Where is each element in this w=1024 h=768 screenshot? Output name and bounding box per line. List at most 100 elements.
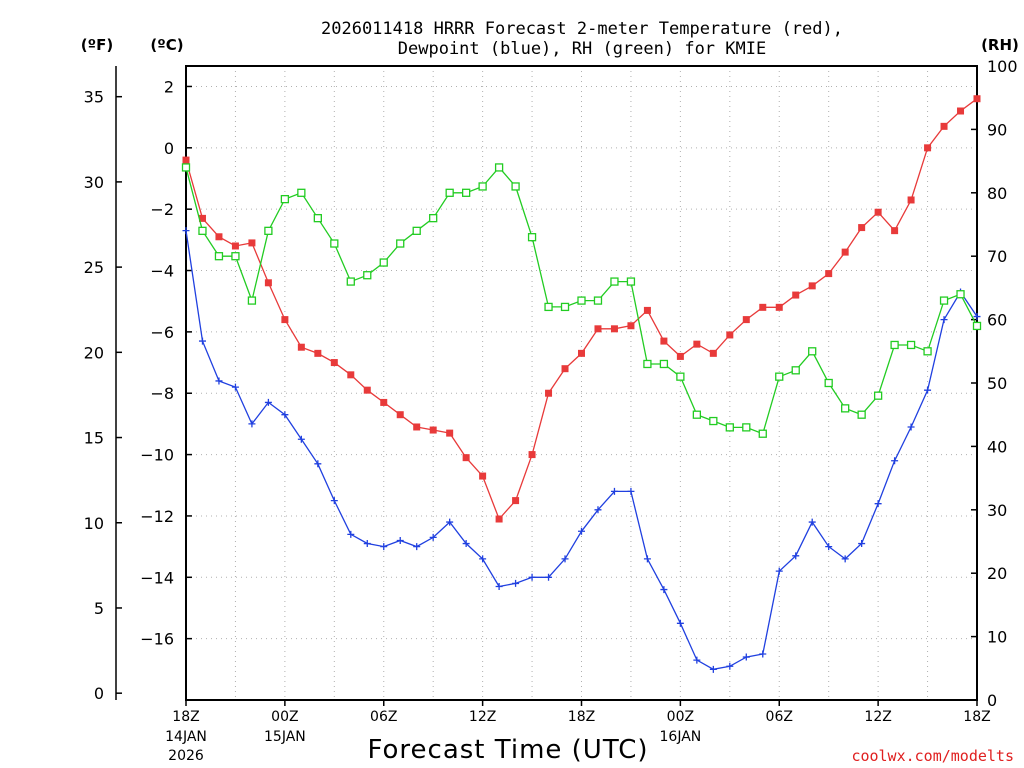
temperature-point [610, 325, 618, 333]
dewpoint-point [676, 619, 684, 627]
dewpoint-point [924, 386, 932, 394]
rh-point [972, 321, 982, 331]
dewpoint-point [512, 579, 520, 587]
temperature-point [759, 303, 767, 311]
fahrenheit-tick-label: 5 [94, 599, 104, 618]
temperature-point [742, 316, 750, 324]
temperature-point [479, 472, 487, 480]
dewpoint-point [479, 555, 487, 563]
temperature-point [660, 337, 668, 345]
dewpoint-point [709, 665, 717, 673]
series-temperature [182, 95, 981, 523]
celsius-tick-label: −14 [140, 568, 174, 587]
temperature-point [248, 239, 256, 247]
rh-point [330, 239, 339, 248]
rh-point [181, 163, 191, 172]
rh-point [280, 194, 290, 204]
temperature-point [957, 107, 965, 115]
rh-point [923, 347, 932, 356]
dewpoint-point [330, 497, 338, 505]
temperature-point [281, 316, 289, 324]
dewpoint-point [858, 540, 866, 548]
x-tick-label: 06Z [370, 709, 397, 725]
data-series [181, 95, 982, 673]
rh-unit-label: (RH) [981, 36, 1019, 54]
temperature-point [330, 359, 338, 367]
fahrenheit-tick-label: 0 [94, 684, 104, 703]
x-tick-year-label: 2026 [168, 748, 204, 764]
x-tick-label: 18Z [963, 709, 990, 725]
grid-lines [186, 66, 977, 700]
rh-point [379, 258, 388, 267]
dewpoint-point [907, 423, 915, 431]
dewpoint-point [610, 487, 618, 495]
rh-point [775, 372, 784, 381]
rh-point [412, 226, 421, 235]
series-rh [181, 163, 982, 438]
temperature-point [940, 122, 948, 130]
temperature-point [314, 349, 322, 357]
temperature-point [709, 349, 717, 357]
rh-tick-label: 10 [987, 628, 1007, 647]
dewpoint-point [182, 227, 190, 235]
temperature-point [825, 270, 833, 278]
celsius-tick-label: −12 [140, 507, 174, 526]
fahrenheit-tick-label: 25 [84, 258, 104, 277]
rh-point [939, 296, 949, 305]
temperature-point [429, 426, 437, 434]
dewpoint-point [841, 555, 849, 563]
temperature-point [528, 451, 536, 459]
temperature-point [841, 248, 849, 256]
celsius-unit-label: (ºC) [150, 36, 183, 54]
x-tick-label: 00Z [667, 709, 694, 725]
rh-point [824, 378, 833, 388]
temperature-point [446, 429, 454, 437]
dewpoint-point [825, 543, 833, 551]
x-tick-label: 06Z [766, 709, 793, 725]
temperature-point [297, 343, 305, 351]
dewpoint-point [248, 420, 256, 428]
dewpoint-point [792, 552, 800, 560]
temperature-point [726, 331, 734, 339]
rh-point [247, 296, 257, 305]
dewpoint-point [429, 533, 437, 541]
chart-title-line-2: Dewpoint (blue), RH (green) for KMIE [398, 39, 766, 59]
dewpoint-point [215, 377, 223, 385]
rh-point [198, 226, 207, 235]
temperature-point [676, 352, 684, 360]
temperature-point [215, 233, 223, 241]
rh-point [791, 366, 800, 375]
chart-title-line-1: 2026011418 HRRR Forecast 2-meter Tempera… [321, 19, 843, 39]
celsius-tick-label: −16 [140, 630, 174, 649]
rh-point [906, 340, 916, 350]
rh-point [808, 347, 817, 356]
rh-point [593, 296, 603, 305]
dewpoint-point [545, 573, 553, 581]
rh-point [313, 214, 322, 223]
tick-labels: 0510152025303520−2−4−6−8−10−12−14−160102… [84, 57, 1018, 764]
x-tick-label: 18Z [568, 709, 595, 725]
rh-point [494, 163, 504, 172]
fahrenheit-tick-label: 35 [84, 88, 104, 107]
temperature-point [413, 423, 421, 431]
rh-point [461, 188, 471, 197]
rh-tick-label: 30 [987, 501, 1007, 520]
series-dewpoint [182, 227, 981, 673]
x-tick-label: 18Z [172, 709, 199, 725]
dewpoint-point [198, 337, 206, 345]
dewpoint-point [446, 518, 454, 526]
temperature-point [627, 322, 635, 330]
celsius-tick-label: −10 [140, 446, 174, 465]
temperature-point [693, 340, 701, 348]
rh-point [346, 277, 355, 286]
rh-point [511, 182, 520, 191]
rh-point [214, 252, 224, 261]
dewpoint-point [495, 582, 503, 590]
x-tick-date-label: 14JAN [165, 729, 207, 745]
dewpoint-point [380, 543, 388, 551]
temperature-point [380, 398, 388, 406]
dewpoint-point [561, 555, 569, 563]
dewpoint-point [594, 506, 602, 514]
x-tick-date-label: 15JAN [264, 729, 306, 745]
dewpoint-point [297, 435, 305, 443]
